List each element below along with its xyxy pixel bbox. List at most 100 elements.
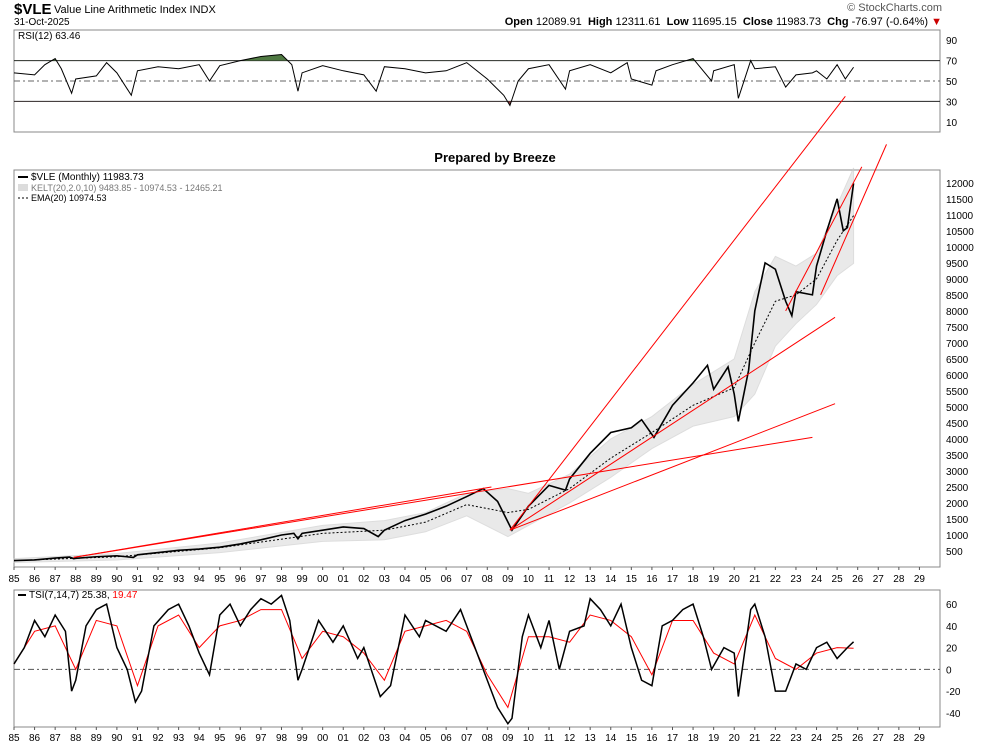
price-tick-label: 2000 <box>946 499 969 510</box>
x-tick-label-bottom: 14 <box>605 733 617 744</box>
x-tick-label-bottom: 99 <box>297 733 309 744</box>
price-tick-label: 12000 <box>946 179 974 190</box>
panel-frame-1 <box>13 169 941 568</box>
x-tick-label: 28 <box>893 574 905 585</box>
price-tick-label: 10500 <box>946 227 974 238</box>
x-tick-label-bottom: 09 <box>502 733 514 744</box>
x-tick-label: 98 <box>276 574 288 585</box>
rsi-legend: RSI(12) 63.46 <box>18 31 81 42</box>
x-tick-label: 16 <box>646 574 658 585</box>
trendline <box>509 403 836 531</box>
tsi-legend: TSI(7,14,7) 25.38, 19.47 <box>29 590 138 601</box>
index-name: Value Line Arithmetic Index INDX <box>54 4 216 16</box>
price-tick-label: 11500 <box>946 195 974 206</box>
legend-kelt-swatch <box>18 184 28 191</box>
x-tick-label: 03 <box>379 574 391 585</box>
x-tick-label: 90 <box>111 574 123 585</box>
chart-date: 31-Oct-2025 <box>14 17 70 28</box>
x-tick-label-bottom: 23 <box>790 733 802 744</box>
x-tick-label-bottom: 28 <box>893 733 905 744</box>
x-tick-label-bottom: 96 <box>235 733 247 744</box>
x-tick-label-bottom: 20 <box>729 733 741 744</box>
x-tick-label: 06 <box>441 574 453 585</box>
ohlc-readout: Open 12089.91 High 12311.61 Low 11695.15… <box>504 16 942 28</box>
price-tick-label: 3000 <box>946 467 969 478</box>
tsi-tick-label: -20 <box>946 687 961 698</box>
x-tick-label-bottom: 87 <box>50 733 62 744</box>
kelt-legend: KELT(20,2.0,10) 9483.85 - 10974.53 - 124… <box>31 183 222 193</box>
price-tick-label: 1000 <box>946 531 969 542</box>
price-tick-label: 5000 <box>946 403 969 414</box>
rsi-oversold-fill <box>507 101 512 106</box>
down-arrow-icon: ▼ <box>931 16 942 28</box>
rsi-tick-label: 10 <box>946 118 958 129</box>
price-legend: $VLE (Monthly) 11983.73 <box>31 172 144 183</box>
x-tick-label: 27 <box>873 574 885 585</box>
tsi-line <box>13 594 855 726</box>
price-tick-label: 7000 <box>946 339 969 350</box>
trendline <box>820 144 887 296</box>
x-tick-label: 07 <box>461 574 473 585</box>
x-tick-label-bottom: 98 <box>276 733 288 744</box>
x-tick-label: 24 <box>811 574 823 585</box>
x-tick-label: 19 <box>708 574 720 585</box>
x-tick-label: 85 <box>8 574 20 585</box>
price-tick-label: 8000 <box>946 307 969 318</box>
x-tick-label: 92 <box>152 574 164 585</box>
x-tick-label: 26 <box>852 574 864 585</box>
x-tick-label: 86 <box>29 574 41 585</box>
x-tick-label-bottom: 92 <box>152 733 164 744</box>
x-tick-label: 95 <box>214 574 226 585</box>
x-tick-label: 20 <box>729 574 741 585</box>
x-tick-label-bottom: 01 <box>338 733 350 744</box>
rsi-tick-label: 30 <box>946 97 958 108</box>
x-tick-label-bottom: 10 <box>523 733 535 744</box>
price-tick-label: 11000 <box>946 211 974 222</box>
x-tick-label-bottom: 97 <box>255 733 267 744</box>
x-tick-label: 08 <box>482 574 494 585</box>
x-tick-label-bottom: 05 <box>420 733 432 744</box>
x-tick-label-bottom: 02 <box>358 733 370 744</box>
x-tick-label-bottom: 21 <box>749 733 761 744</box>
x-tick-label: 11 <box>544 574 555 585</box>
x-tick-label: 97 <box>255 574 267 585</box>
x-tick-label: 91 <box>132 574 144 585</box>
price-tick-label: 6500 <box>946 355 969 366</box>
rsi-line <box>13 53 854 107</box>
x-tick-label-bottom: 07 <box>461 733 473 744</box>
keltner-band <box>13 167 855 564</box>
x-tick-label-bottom: 19 <box>708 733 720 744</box>
x-tick-label: 15 <box>626 574 638 585</box>
x-tick-label-bottom: 90 <box>111 733 123 744</box>
price-tick-label: 2500 <box>946 483 969 494</box>
x-tick-label: 02 <box>358 574 370 585</box>
x-tick-label-bottom: 27 <box>873 733 885 744</box>
price-tick-label: 4500 <box>946 419 969 430</box>
x-tick-label-bottom: 29 <box>914 733 926 744</box>
chart-title: Prepared by Breeze <box>434 150 555 165</box>
x-tick-label-bottom: 26 <box>852 733 864 744</box>
x-tick-label-bottom: 18 <box>688 733 700 744</box>
x-tick-label-bottom: 88 <box>70 733 82 744</box>
x-tick-label-bottom: 13 <box>585 733 597 744</box>
panel-frame-2 <box>13 589 941 728</box>
x-tick-label-bottom: 12 <box>564 733 576 744</box>
price-tick-label: 5500 <box>946 387 969 398</box>
x-tick-label-bottom: 00 <box>317 733 329 744</box>
x-tick-label-bottom: 95 <box>214 733 226 744</box>
x-tick-label-bottom: 85 <box>8 733 20 744</box>
x-tick-label-bottom: 08 <box>482 733 494 744</box>
tsi-tick-label: -40 <box>946 709 961 720</box>
price-tick-label: 500 <box>946 547 963 558</box>
trendline <box>73 436 813 558</box>
x-tick-label-bottom: 22 <box>770 733 782 744</box>
x-tick-label: 04 <box>399 574 411 585</box>
x-tick-label: 21 <box>749 574 761 585</box>
x-tick-label: 23 <box>790 574 802 585</box>
rsi-overbought-fill <box>14 54 854 61</box>
x-tick-label-bottom: 06 <box>441 733 453 744</box>
symbol-title: $VLE <box>14 1 52 18</box>
x-tick-label: 25 <box>832 574 844 585</box>
x-tick-label: 88 <box>70 574 82 585</box>
